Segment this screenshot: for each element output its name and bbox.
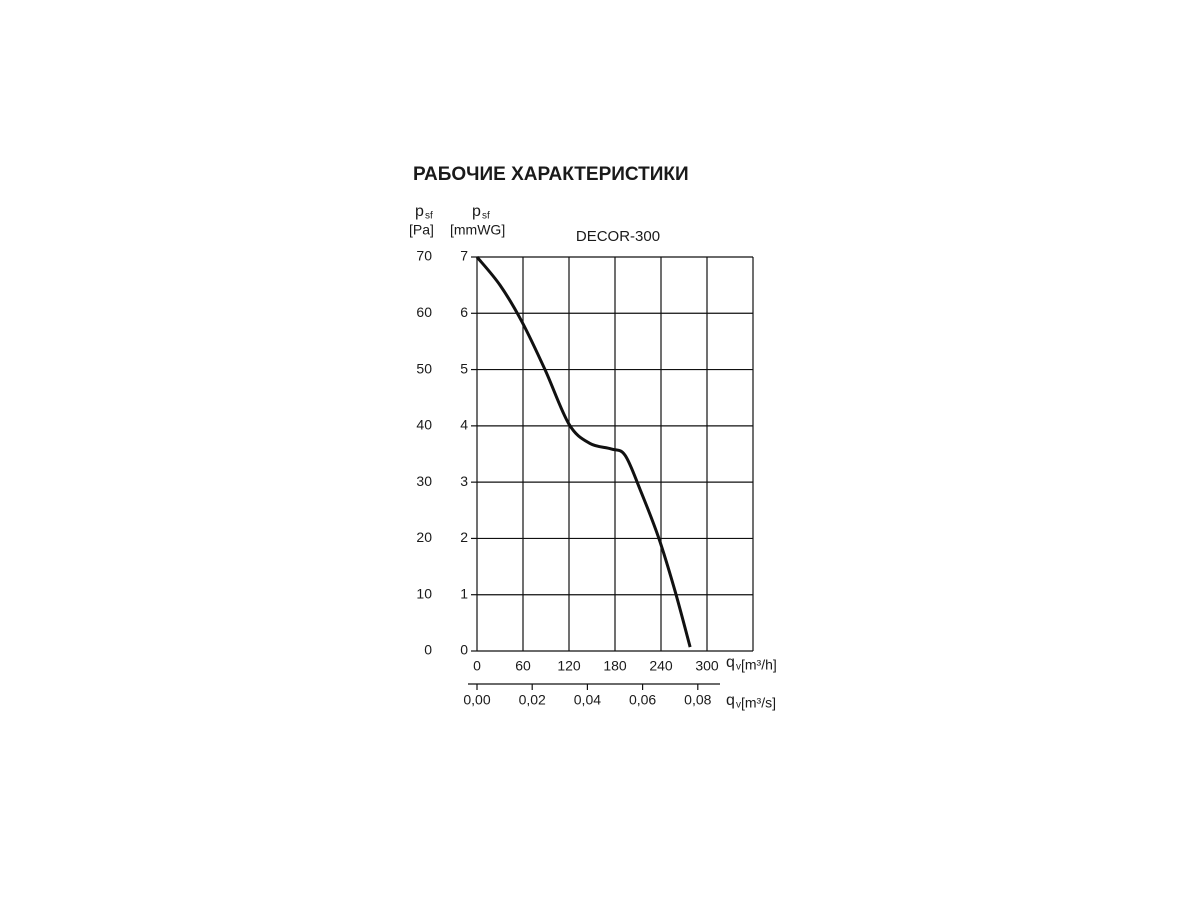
x-tick-label: 240: [649, 658, 673, 674]
axis-unit: [Pa]: [409, 222, 434, 238]
x-tick-label: 300: [695, 658, 719, 674]
y2-tick-label: 0: [460, 642, 468, 658]
y2-tick-label: 2: [460, 529, 468, 545]
y-tick-label: 30: [416, 473, 432, 489]
y2-tick-label: 1: [460, 585, 468, 601]
axis-symbol: p: [472, 203, 481, 220]
x2-tick-label: 0,02: [519, 692, 546, 708]
axis-symbol: p: [415, 203, 424, 220]
axis-symbol: q: [726, 692, 735, 709]
x-tick-label: 180: [603, 658, 627, 674]
x-tick-label: 120: [557, 658, 581, 674]
axis-subscript: sf: [425, 211, 433, 222]
axis-unit: [mmWG]: [450, 222, 505, 238]
axis-unit: [m³/s]: [741, 695, 776, 711]
x2-tick-label: 0,00: [463, 692, 490, 708]
y2-tick-label: 4: [460, 417, 468, 433]
y-tick-label: 50: [416, 360, 432, 376]
axis-subscript: v: [736, 662, 741, 673]
y2-tick-label: 5: [460, 360, 468, 376]
axis-subscript: v: [736, 700, 741, 711]
chart-title: РАБОЧИЕ ХАРАКТЕРИСТИКИ: [413, 164, 689, 185]
y2-tick-label: 7: [460, 248, 468, 264]
y-tick-label: 60: [416, 304, 432, 320]
y-tick-label: 0: [424, 642, 432, 658]
y-tick-label: 10: [416, 585, 432, 601]
curve: [475, 256, 692, 648]
y-tick-label: 70: [416, 248, 432, 264]
axis-unit: [m³/h]: [741, 657, 777, 673]
series-name: DECOR-300: [576, 228, 660, 245]
x2-tick-label: 0,08: [684, 692, 711, 708]
y2-tick-label: 3: [460, 473, 468, 489]
x-tick-label: 0: [473, 658, 481, 674]
axis-symbol: q: [726, 654, 735, 671]
x-tick-label: 60: [515, 658, 531, 674]
axis-subscript: sf: [482, 211, 490, 222]
x2-tick-label: 0,06: [629, 692, 656, 708]
x2-tick-label: 0,04: [574, 692, 601, 708]
y-tick-label: 40: [416, 417, 432, 433]
y-tick-label: 20: [416, 529, 432, 545]
y2-tick-label: 6: [460, 304, 468, 320]
